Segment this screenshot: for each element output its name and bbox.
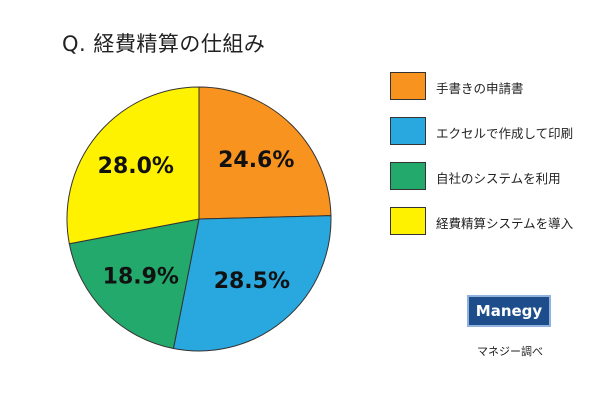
slice-value-label: 28.5% [214, 269, 290, 294]
legend: 手書きの申請書 エクセルで作成して印刷 自社のシステムを利用 経費精算システムを… [386, 72, 586, 252]
legend-label: 自社のシステムを利用 [436, 171, 561, 186]
pie-slice [198, 86, 332, 220]
slice-value-label: 18.9% [103, 264, 179, 289]
legend-label: 手書きの申請書 [436, 81, 524, 96]
pie-slice [66, 86, 200, 245]
legend-item-handwritten: 手書きの申請書 [386, 72, 586, 102]
legend-label: 経費精算システムを導入 [436, 216, 574, 231]
slice-value-label: 28.0% [98, 154, 174, 179]
brand-logo: Manegy [467, 295, 551, 327]
pie-slice [172, 215, 332, 352]
pie-labels: 24.6% 28.5% 18.9% 28.0% [98, 148, 295, 294]
legend-swatch [390, 162, 426, 190]
legend-item-inhouse-system: 自社のシステムを利用 [386, 162, 586, 192]
legend-swatch [390, 72, 426, 100]
pie-slice [68, 218, 200, 350]
source-note: マネジー調べ [477, 345, 543, 358]
legend-item-excel: エクセルで作成して印刷 [386, 117, 586, 147]
legend-label: エクセルで作成して印刷 [436, 126, 574, 141]
legend-item-expense-system: 経費精算システムを導入 [386, 207, 586, 237]
slice-value-label: 24.6% [218, 148, 294, 173]
legend-swatch [390, 207, 426, 235]
pie-slices [66, 86, 332, 352]
chart-title: Q. 経費精算の仕組み [62, 32, 266, 56]
legend-swatch [390, 117, 426, 145]
